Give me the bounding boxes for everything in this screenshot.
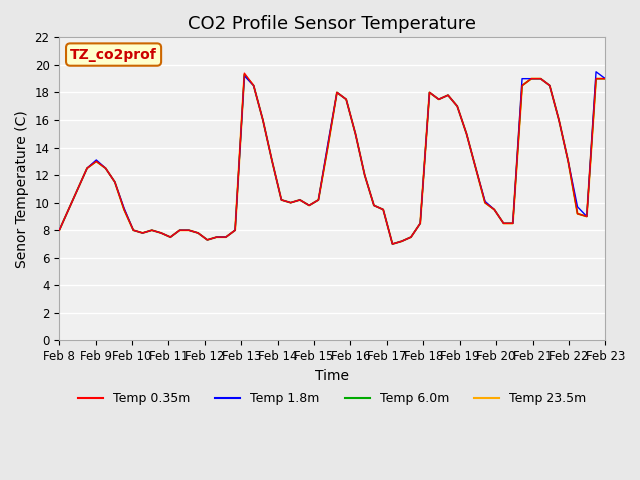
Title: CO2 Profile Sensor Temperature: CO2 Profile Sensor Temperature: [188, 15, 476, 33]
Y-axis label: Senor Temperature (C): Senor Temperature (C): [15, 110, 29, 268]
Legend: Temp 0.35m, Temp 1.8m, Temp 6.0m, Temp 23.5m: Temp 0.35m, Temp 1.8m, Temp 6.0m, Temp 2…: [73, 387, 591, 410]
X-axis label: Time: Time: [316, 369, 349, 383]
Text: TZ_co2prof: TZ_co2prof: [70, 48, 157, 61]
